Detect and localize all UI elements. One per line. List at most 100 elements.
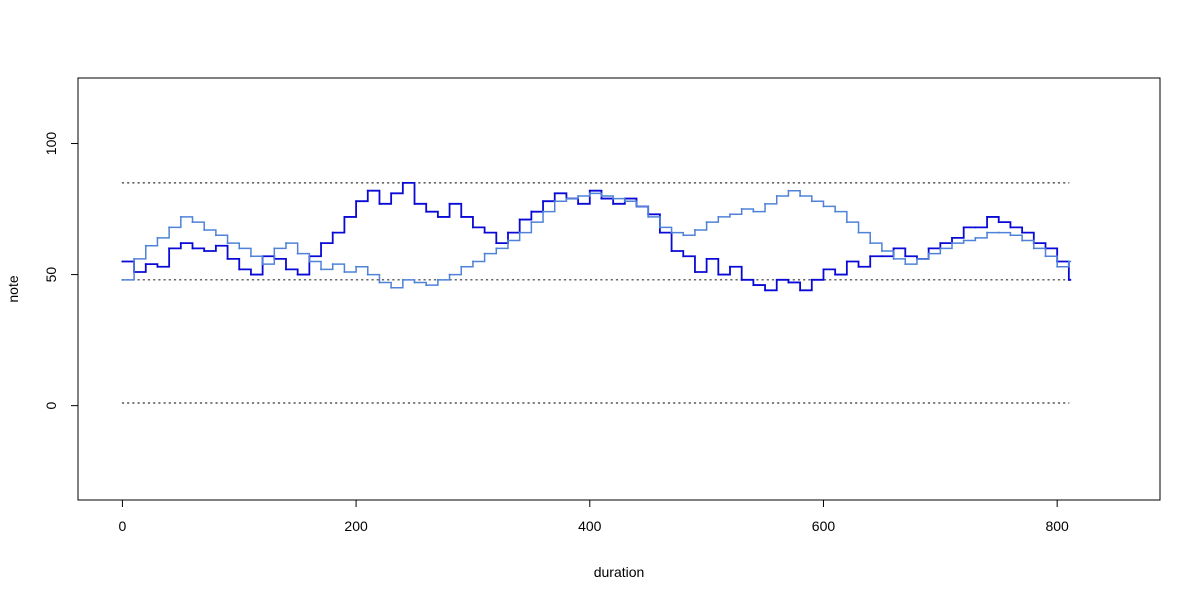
series-0-point <box>144 263 147 266</box>
series-1-point <box>962 239 965 242</box>
series-0-point <box>986 215 989 218</box>
series-0-point <box>320 242 323 245</box>
series-0-point <box>834 273 837 276</box>
series-0-point <box>1009 226 1012 229</box>
series-0-point <box>1021 231 1024 234</box>
x-tick-label: 0 <box>119 518 127 534</box>
y-tick-label: 0 <box>43 402 59 410</box>
series-1-point <box>577 194 580 197</box>
series-1-point <box>810 200 813 203</box>
series-1-point <box>249 255 252 258</box>
series-0-point <box>343 215 346 218</box>
series-1-point <box>355 265 358 268</box>
series-0-point <box>974 226 977 229</box>
series-1-point <box>857 231 860 234</box>
series-0-point <box>495 242 498 245</box>
series-0-point <box>670 249 673 252</box>
series-0-point <box>577 202 580 205</box>
y-axis-title: note <box>5 275 21 302</box>
series-1-point <box>670 231 673 234</box>
series-0-point <box>869 255 872 258</box>
x-axis: 0 200 400 600 800 <box>119 499 1069 534</box>
series-1-point <box>542 210 545 213</box>
series-0-point <box>355 200 358 203</box>
series-1-point <box>168 226 171 229</box>
series-1-point <box>483 252 486 255</box>
series-1-point <box>997 231 1000 234</box>
series-1-point <box>273 247 276 250</box>
series-1-point <box>705 221 708 224</box>
series-0-point <box>927 247 930 250</box>
series-1-point <box>612 197 615 200</box>
series-0-point <box>787 281 790 284</box>
series-0-point <box>191 247 194 250</box>
series-0-point <box>600 197 603 200</box>
series-1-point <box>214 234 217 237</box>
series-1-point <box>413 281 416 284</box>
series-0-point <box>121 260 124 263</box>
series-0-point <box>997 221 1000 224</box>
series-1-point <box>553 200 556 203</box>
series-0-point <box>296 273 299 276</box>
series-1-point <box>390 286 393 289</box>
series-1-point <box>915 257 918 260</box>
y-axis: 0 50 100 <box>43 132 79 410</box>
x-axis-title: duration <box>594 564 645 580</box>
series-0-point <box>553 192 556 195</box>
series-0-point <box>413 202 416 205</box>
series-1-point <box>834 210 837 213</box>
series-0-point <box>436 215 439 218</box>
series-1-point <box>740 208 743 211</box>
x-tick-label: 200 <box>344 518 368 534</box>
reference-lines <box>121 182 1070 404</box>
series-1-point <box>729 213 732 216</box>
series-1-point <box>1067 260 1070 263</box>
series-1-point <box>436 278 439 281</box>
series-1-point <box>869 242 872 245</box>
series-0-point <box>810 278 813 281</box>
series-0-point <box>226 257 229 260</box>
series-1-point <box>588 192 591 195</box>
series-1-point <box>460 265 463 268</box>
series-1-point <box>845 221 848 224</box>
series-0-point <box>378 202 381 205</box>
series-0-point <box>740 278 743 281</box>
x-tick-label: 800 <box>1045 518 1069 534</box>
series-1-point <box>156 236 159 239</box>
series-1-point <box>121 278 124 281</box>
series-0-point <box>390 192 393 195</box>
series-0-point <box>1067 278 1070 281</box>
series-1-point <box>1032 247 1035 250</box>
series-0-point <box>764 289 767 292</box>
series-1-point <box>401 278 404 281</box>
series-0-point <box>962 226 965 229</box>
series-0-point <box>214 244 217 247</box>
series-0-point <box>939 242 942 245</box>
series-1-point <box>133 257 136 260</box>
series-1-point <box>530 221 533 224</box>
series-1-point <box>518 231 521 234</box>
series-1-point <box>986 231 989 234</box>
series-1-point <box>658 226 661 229</box>
series-1-point <box>1009 234 1012 237</box>
series-1-point <box>775 194 778 197</box>
series-0-point <box>693 270 696 273</box>
series-0-point <box>401 181 404 184</box>
x-tick-label: 600 <box>812 518 836 534</box>
series-1-point <box>448 273 451 276</box>
series-0-point <box>892 247 895 250</box>
series-0-point <box>156 265 159 268</box>
series-1-point <box>635 205 638 208</box>
series-1-point <box>144 244 147 247</box>
series-0-point <box>612 202 615 205</box>
series-1-point <box>1021 239 1024 242</box>
series-0-point <box>179 242 182 245</box>
series-1-point <box>799 194 802 197</box>
series-0-point <box>425 210 428 213</box>
series-1-point <box>880 249 883 252</box>
series-1-point <box>378 281 381 284</box>
series-0-point <box>518 218 521 221</box>
series-1-point <box>951 242 954 245</box>
series-0-point <box>799 289 802 292</box>
